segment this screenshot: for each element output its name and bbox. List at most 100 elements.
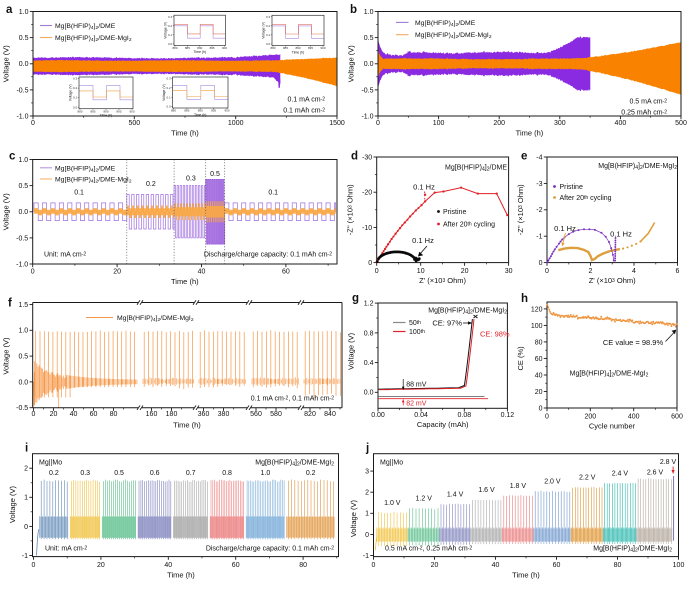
svg-text:0: 0 bbox=[545, 414, 549, 421]
svg-text:1.2: 1.2 bbox=[364, 301, 374, 308]
svg-text:0.0: 0.0 bbox=[364, 61, 374, 68]
svg-text:160: 160 bbox=[146, 411, 158, 418]
svg-text:60: 60 bbox=[282, 269, 290, 276]
svg-text:360: 360 bbox=[198, 411, 210, 418]
svg-text:0.5: 0.5 bbox=[19, 35, 29, 42]
svg-text:0: 0 bbox=[31, 120, 35, 127]
svg-text:300: 300 bbox=[554, 120, 566, 127]
svg-text:100: 100 bbox=[531, 323, 543, 330]
svg-text:0: 0 bbox=[539, 405, 543, 412]
svg-text:1.2 V: 1.2 V bbox=[416, 496, 433, 503]
svg-text:20: 20 bbox=[97, 562, 105, 569]
svg-text:0.12: 0.12 bbox=[501, 412, 515, 419]
svg-text:20: 20 bbox=[113, 269, 121, 276]
svg-text:Voltage (V): Voltage (V) bbox=[262, 22, 266, 39]
svg-text:580: 580 bbox=[270, 411, 282, 418]
svg-text:0.2: 0.2 bbox=[73, 86, 78, 90]
svg-text:Time (h): Time (h) bbox=[516, 129, 544, 138]
svg-text:895: 895 bbox=[210, 46, 215, 50]
svg-text:Voltage (V): Voltage (V) bbox=[8, 486, 17, 524]
svg-text:885: 885 bbox=[185, 46, 190, 50]
svg-text:Voltage (V): Voltage (V) bbox=[2, 45, 11, 83]
svg-text:88 mV: 88 mV bbox=[406, 382, 427, 389]
svg-text:-1: -1 bbox=[363, 553, 369, 560]
svg-text:0: 0 bbox=[24, 524, 28, 531]
svg-text:Time (h): Time (h) bbox=[167, 571, 195, 580]
svg-text:Time (h): Time (h) bbox=[292, 50, 305, 54]
svg-text:1.0: 1.0 bbox=[18, 328, 28, 335]
svg-text:Pristine: Pristine bbox=[560, 184, 583, 191]
svg-text:0: 0 bbox=[545, 268, 549, 275]
svg-text:0: 0 bbox=[32, 411, 36, 418]
svg-text:-Z'' (×103 Ohm): -Z'' (×103 Ohm) bbox=[516, 184, 525, 235]
svg-text:Pristine: Pristine bbox=[443, 209, 466, 216]
svg-text:2: 2 bbox=[589, 268, 593, 275]
svg-text:i: i bbox=[25, 443, 28, 455]
svg-text:-0.5: -0.5 bbox=[16, 235, 28, 242]
svg-text:0.00: 0.00 bbox=[371, 412, 385, 419]
svg-text:0.2: 0.2 bbox=[266, 24, 271, 28]
svg-text:880: 880 bbox=[77, 109, 82, 113]
svg-text:CE: 98%: CE: 98% bbox=[480, 330, 510, 339]
svg-text:100: 100 bbox=[433, 120, 445, 127]
svg-text:-0.5: -0.5 bbox=[16, 87, 28, 94]
svg-text:-1: -1 bbox=[22, 553, 28, 560]
svg-text:885: 885 bbox=[283, 46, 288, 50]
svg-text:820: 820 bbox=[304, 411, 316, 418]
svg-text:40: 40 bbox=[535, 372, 543, 379]
svg-text:900: 900 bbox=[129, 109, 134, 113]
svg-text:0.3: 0.3 bbox=[80, 470, 90, 477]
svg-text:-1.0: -1.0 bbox=[16, 113, 28, 120]
svg-text:0.0: 0.0 bbox=[18, 209, 28, 216]
svg-text:Time (h): Time (h) bbox=[194, 113, 207, 117]
svg-text:80: 80 bbox=[110, 411, 118, 418]
svg-text:0.04: 0.04 bbox=[414, 412, 428, 419]
svg-text:200: 200 bbox=[493, 120, 505, 127]
svg-text:840: 840 bbox=[324, 411, 336, 418]
svg-text:0: 0 bbox=[376, 120, 380, 127]
svg-text:4: 4 bbox=[632, 268, 636, 275]
svg-text:1.0: 1.0 bbox=[18, 157, 28, 164]
svg-text:0: 0 bbox=[368, 260, 372, 267]
svg-text:1000: 1000 bbox=[228, 120, 244, 127]
svg-text:2.8 V: 2.8 V bbox=[660, 459, 677, 466]
svg-text:20: 20 bbox=[431, 562, 439, 569]
svg-text:40: 40 bbox=[70, 411, 78, 418]
svg-text:0.08: 0.08 bbox=[457, 412, 471, 419]
svg-text:0.3: 0.3 bbox=[73, 77, 78, 81]
svg-text:0: 0 bbox=[375, 268, 379, 275]
svg-text:0.2: 0.2 bbox=[167, 86, 172, 90]
svg-text:0.1 mA cm-2: 0.1 mA cm-2 bbox=[287, 96, 325, 104]
svg-text:0.8: 0.8 bbox=[222, 470, 232, 477]
svg-text:40: 40 bbox=[164, 562, 172, 569]
svg-text:0.1: 0.1 bbox=[168, 33, 173, 37]
svg-text:10: 10 bbox=[417, 268, 425, 275]
svg-text:0.25 mAh cm-2: 0.25 mAh cm-2 bbox=[621, 109, 667, 117]
svg-text:900: 900 bbox=[222, 46, 227, 50]
svg-text:0.2: 0.2 bbox=[146, 181, 156, 188]
svg-text:0.8: 0.8 bbox=[364, 330, 374, 337]
svg-text:Voltage (V): Voltage (V) bbox=[347, 332, 356, 370]
svg-text:b: b bbox=[350, 4, 357, 16]
svg-text:1.0: 1.0 bbox=[364, 9, 374, 16]
svg-text:h: h bbox=[521, 293, 528, 305]
svg-text:400: 400 bbox=[615, 120, 627, 127]
svg-text:895: 895 bbox=[308, 46, 313, 50]
svg-text:1500: 1500 bbox=[329, 120, 345, 127]
svg-text:Time (h): Time (h) bbox=[171, 129, 199, 138]
svg-text:Voltage (V): Voltage (V) bbox=[2, 337, 11, 375]
svg-text:6: 6 bbox=[676, 268, 680, 275]
svg-text:82 mV: 82 mV bbox=[406, 401, 427, 408]
svg-text:-2: -2 bbox=[536, 207, 542, 214]
svg-text:0.1: 0.1 bbox=[73, 96, 78, 100]
svg-text:885: 885 bbox=[90, 109, 95, 113]
svg-text:0.1 Hz: 0.1 Hz bbox=[412, 236, 434, 245]
svg-text:200: 200 bbox=[584, 414, 596, 421]
svg-text:Voltage (V): Voltage (V) bbox=[162, 84, 166, 101]
svg-text:1.0: 1.0 bbox=[261, 470, 271, 477]
svg-text:900: 900 bbox=[320, 46, 325, 50]
svg-text:1: 1 bbox=[365, 511, 369, 518]
svg-text:0.3: 0.3 bbox=[266, 15, 271, 19]
svg-text:Unit: mA cm-2: Unit: mA cm-2 bbox=[44, 251, 86, 259]
svg-text:60: 60 bbox=[535, 356, 543, 363]
